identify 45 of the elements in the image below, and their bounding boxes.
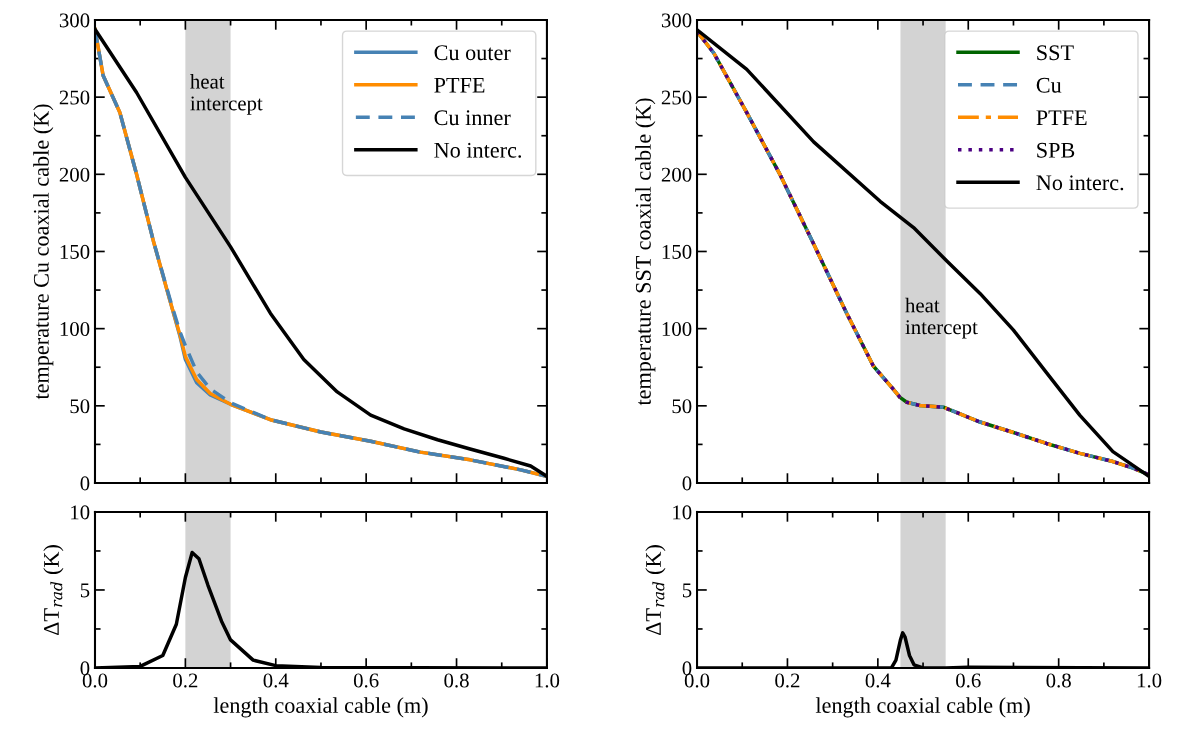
y-tick-label: 5 — [80, 583, 90, 598]
legend-label: SST — [1037, 45, 1074, 61]
y-tick-label: 150 — [60, 244, 90, 259]
annotation: heat intercept — [905, 297, 978, 339]
legend-label: PTFE — [434, 77, 485, 93]
y-tick-label: 200 — [59, 167, 90, 182]
y-tick-label: 150 — [662, 244, 692, 259]
y-tick-label: 5 — [682, 583, 692, 598]
x-tick-label: 1.0 — [1137, 673, 1162, 688]
legend-label: No interc. — [1036, 175, 1124, 191]
x-tick-label: 0.8 — [444, 673, 469, 688]
y-tick-label: 0 — [80, 476, 90, 491]
y-tick-label: 250 — [59, 90, 90, 105]
legend-label: No interc. — [434, 142, 522, 158]
y-tick-label: 10 — [71, 505, 90, 520]
legend-label: Cu outer — [434, 45, 511, 61]
y-axis-title: ΔT$_{rad}$ (K) — [645, 545, 666, 636]
x-tick-label: 0.4 — [865, 673, 891, 688]
legend-label: PTFE — [1036, 110, 1087, 125]
y-tick-label: 200 — [661, 167, 692, 182]
x-tick-label: 0.6 — [353, 673, 379, 688]
y-tick-label: 250 — [661, 90, 692, 105]
y-tick-label: 300 — [59, 13, 90, 28]
y-tick-label: 100 — [662, 322, 692, 337]
x-tick-label: 0.2 — [775, 673, 800, 688]
x-tick-label: 0.6 — [956, 673, 981, 688]
x-axis-title: length coaxial cable (m) — [213, 697, 428, 718]
annotation: heat intercept — [190, 73, 263, 115]
y-tick-label: 10 — [673, 505, 692, 520]
y-axis-title: temperature Cu coaxial cable (K) — [33, 104, 54, 400]
y-tick-label: 300 — [661, 13, 692, 28]
x-axis-title: length coaxial cable (m) — [815, 697, 1030, 718]
y-tick-label: 0 — [682, 476, 692, 491]
x-tick-label: 0.8 — [1046, 673, 1071, 688]
x-tick-label: 1.0 — [535, 673, 560, 688]
y-tick-label: 100 — [60, 322, 90, 337]
y-tick-label: 50 — [70, 399, 90, 414]
y-axis-title: ΔT$_{rad}$ (K) — [43, 545, 64, 636]
legend-label: Cu inner — [434, 110, 511, 126]
y-axis-title: temperature SST coaxial cable (K) — [635, 98, 656, 406]
x-tick-label: 0.2 — [173, 673, 198, 688]
legend-label: Cu — [1036, 77, 1062, 93]
x-tick-label: 0.4 — [263, 673, 289, 688]
legend-label: SPB — [1037, 142, 1075, 158]
y-tick-label: 50 — [672, 399, 692, 414]
